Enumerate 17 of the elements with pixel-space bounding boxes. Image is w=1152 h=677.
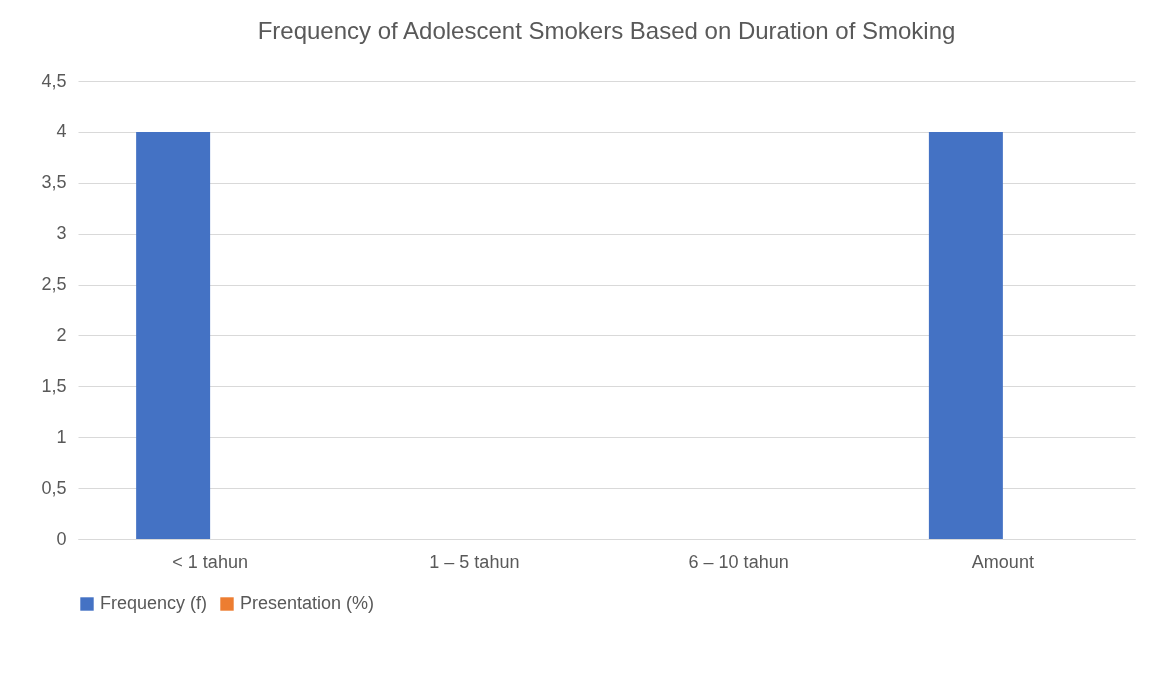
y-tick-label: 1: [56, 426, 67, 447]
y-tick-label: 2: [56, 324, 67, 345]
y-tick-label: 0: [56, 528, 67, 549]
legend-label: Frequency (f): [100, 593, 208, 613]
x-tick-label: 6 – 10 tahun: [688, 551, 789, 572]
y-tick-label: 1,5: [41, 375, 67, 396]
y-tick-label: 4,5: [41, 70, 67, 91]
x-tick-label: 1 – 5 tahun: [429, 551, 520, 572]
y-tick-label: 2,5: [41, 274, 67, 295]
x-tick-label: Amount: [971, 551, 1034, 572]
x-tick-label: < 1 tahun: [172, 551, 248, 572]
legend-label: Presentation (%): [240, 593, 375, 613]
y-tick-label: 0,5: [41, 477, 67, 498]
y-tick-label: 3: [56, 223, 67, 244]
y-tick-label: 3,5: [41, 172, 67, 193]
y-tick-label: 4: [56, 121, 67, 142]
chart-title: Frequency of Adolescent Smokers Based on Duration of Smoking: [257, 17, 956, 44]
